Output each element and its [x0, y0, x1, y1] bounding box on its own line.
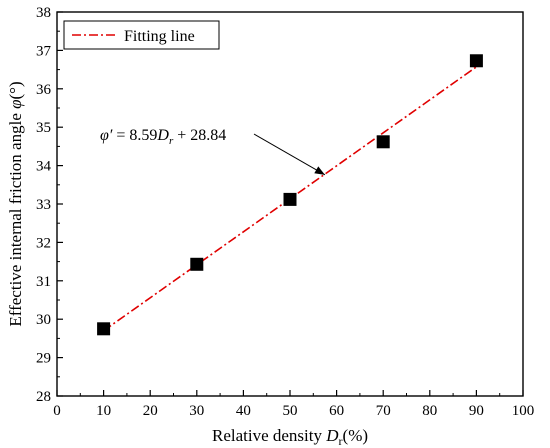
y-axis-title-symbol: φ: [6, 99, 25, 108]
x-tick-label: 60: [329, 403, 344, 419]
x-tick-label: 10: [96, 403, 111, 419]
legend: Fitting line: [63, 20, 220, 50]
x-axis-title-sub: r: [339, 434, 343, 448]
y-tick-label: 37: [36, 43, 52, 59]
fit-equation: φ′ = 8.59Dr + 28.84: [100, 127, 226, 147]
data-point: [190, 257, 204, 271]
y-tick-label: 29: [36, 351, 51, 367]
x-tick-label: 90: [469, 403, 484, 419]
x-tick-label: 40: [236, 403, 251, 419]
y-axis-title-unit: (°): [6, 81, 25, 99]
data-point: [469, 54, 483, 68]
x-axis-title: Relative density Dr(%): [212, 426, 368, 448]
y-tick-label: 30: [36, 312, 51, 328]
equation-sub: r: [169, 135, 174, 147]
equation-lhs: φ′: [100, 127, 113, 144]
data-point: [283, 192, 297, 206]
y-axis-title: Effective internal friction angle φ(°): [6, 81, 25, 326]
y-tick-label: 34: [36, 159, 52, 175]
x-axis-title-unit: (%): [343, 426, 368, 445]
equation-arrow: [253, 133, 326, 176]
x-tick-label: 0: [53, 403, 61, 419]
y-tick-label: 32: [36, 235, 51, 251]
x-axis-title-symbol: D: [325, 426, 339, 445]
data-point: [97, 322, 111, 336]
x-tick-label: 80: [422, 403, 437, 419]
y-tick-label: 28: [36, 389, 51, 405]
x-tick-label: 100: [512, 403, 535, 419]
equation-var: D: [156, 127, 169, 144]
y-axis-ticks: 28 29 30 31 32 33 34 35 36 37 38: [36, 5, 63, 405]
x-tick-label: 50: [283, 403, 298, 419]
data-point: [376, 135, 390, 149]
equation-arrowhead: [314, 166, 325, 175]
x-tick-label: 30: [189, 403, 204, 419]
y-tick-label: 31: [36, 274, 51, 290]
x-tick-label: 20: [143, 403, 158, 419]
y-tick-label: 38: [36, 5, 51, 21]
equation-rest: + 28.84: [173, 127, 226, 144]
y-axis-title-text: Effective internal friction angle: [6, 113, 25, 327]
y-tick-label: 36: [36, 82, 52, 98]
y-tick-label: 33: [36, 197, 51, 213]
y-tick-label: 35: [36, 120, 51, 136]
x-axis-ticks: 0 10 20 30 40 50 60 70 80 90 100: [53, 390, 534, 419]
x-axis-title-text: Relative density: [212, 426, 323, 445]
x-tick-label: 70: [376, 403, 391, 419]
legend-label: Fitting line: [124, 28, 195, 45]
points-layer: [97, 54, 483, 336]
equation-eq: = 8.59: [112, 127, 157, 144]
